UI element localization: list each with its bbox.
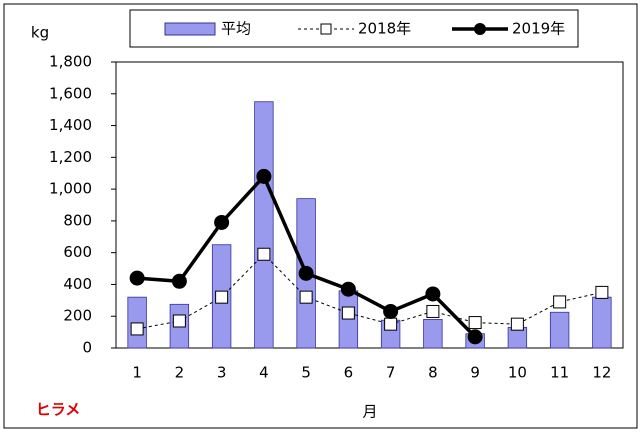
marker <box>341 306 355 320</box>
bar <box>423 318 443 349</box>
y-tick-label: 1,200 <box>49 148 92 166</box>
marker <box>299 290 313 304</box>
y-tick-label: 600 <box>63 243 92 261</box>
corner-label: ヒラメ <box>36 401 81 419</box>
x-tick-label: 3 <box>217 364 227 382</box>
marker <box>468 316 482 330</box>
marker <box>171 273 187 289</box>
marker <box>467 329 483 345</box>
legend-label: 2019年 <box>512 20 565 38</box>
legend-label: 平均 <box>221 20 251 38</box>
x-tick-label: 8 <box>428 364 438 382</box>
marker <box>172 314 186 328</box>
y-axis-label: kg <box>31 24 49 42</box>
y-tick-label: 800 <box>63 211 92 229</box>
legend-swatch <box>474 23 486 35</box>
marker <box>553 295 567 309</box>
marker <box>257 247 271 261</box>
y-tick-label: 0 <box>82 339 92 357</box>
x-tick-label: 12 <box>592 364 611 382</box>
bar <box>254 101 274 349</box>
marker <box>384 317 398 331</box>
y-tick-label: 400 <box>63 275 92 293</box>
marker <box>383 303 399 319</box>
y-tick-label: 1,800 <box>49 53 92 71</box>
x-tick-label: 1 <box>132 364 142 382</box>
plot-area <box>115 61 624 349</box>
x-tick-label: 11 <box>550 364 569 382</box>
marker <box>256 168 272 184</box>
marker <box>298 265 314 281</box>
marker <box>425 286 441 302</box>
marker <box>340 281 356 297</box>
x-tick-label: 9 <box>470 364 480 382</box>
y-tick-label: 1,400 <box>49 116 92 134</box>
x-tick-label: 2 <box>175 364 185 382</box>
legend-swatch <box>164 22 216 36</box>
marker <box>130 322 144 336</box>
line <box>137 253 602 330</box>
marker <box>215 290 229 304</box>
bar <box>592 296 612 349</box>
legend-label: 2018年 <box>358 20 411 38</box>
bar <box>549 311 570 349</box>
marker <box>595 285 609 299</box>
x-tick-label: 5 <box>301 364 311 382</box>
legend-swatch <box>320 23 332 35</box>
y-tick-label: 1,000 <box>49 180 92 198</box>
marker <box>129 270 145 286</box>
marker <box>426 304 440 318</box>
x-tick-label: 4 <box>259 364 269 382</box>
y-tick-label: 200 <box>63 307 92 325</box>
marker <box>510 317 524 331</box>
x-tick-label: 7 <box>386 364 396 382</box>
x-tick-label: 6 <box>344 364 354 382</box>
x-tick-label: 10 <box>508 364 527 382</box>
y-tick-label: 1,600 <box>49 84 92 102</box>
marker <box>214 214 230 230</box>
x-axis-label: 月 <box>362 403 377 421</box>
